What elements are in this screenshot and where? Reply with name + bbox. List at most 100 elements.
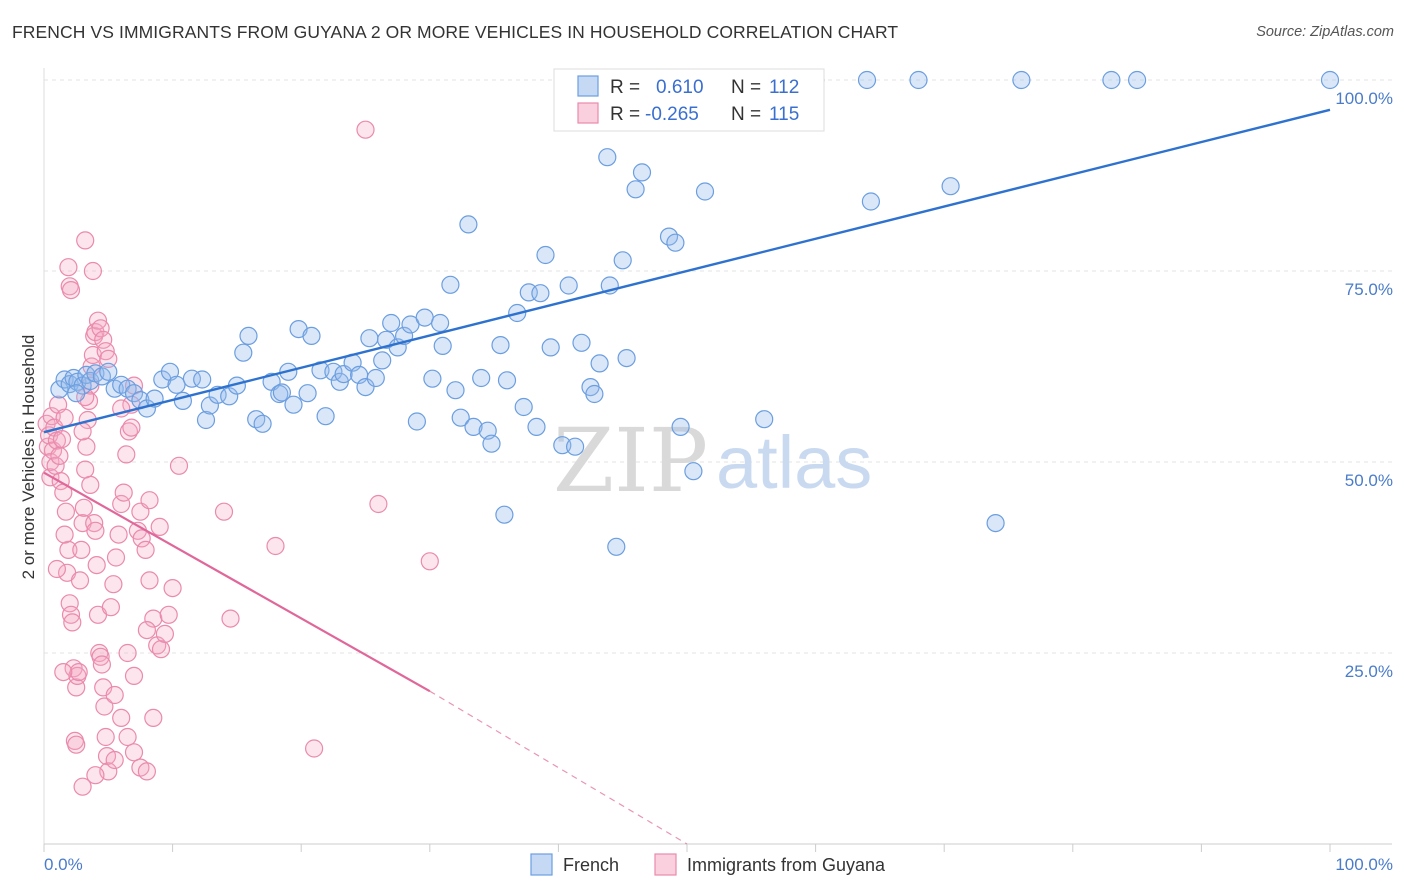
french-point-7 (67, 384, 86, 403)
french-point-67 (464, 417, 483, 436)
guyana-point-61 (95, 697, 114, 716)
guyana-point-89 (112, 708, 131, 728)
guyana-point-79 (144, 609, 163, 628)
guyana-point-65 (101, 598, 121, 617)
chart-title: FRENCH VS IMMIGRANTS FROM GUYANA 2 OR MO… (12, 22, 899, 42)
french-point-111 (1102, 70, 1121, 90)
guyana-point-16 (56, 502, 76, 521)
french-point-41 (302, 326, 321, 345)
legend-n-label-french: N = (731, 77, 761, 98)
source-label: Source: ZipAtlas.com (1256, 24, 1394, 40)
guyana-point-46 (91, 319, 110, 338)
guyana-point-101 (122, 418, 141, 437)
guyana-point-47 (94, 330, 113, 349)
french-point-0 (50, 380, 69, 399)
guyana-point-42 (61, 281, 81, 300)
french-point-36 (272, 383, 291, 402)
french-point-92 (617, 349, 636, 368)
french-point-103 (755, 410, 774, 429)
guyana-point-59 (92, 655, 112, 674)
guyana-point-77 (136, 540, 155, 560)
guyana-point-113 (47, 559, 67, 579)
guyana-point-96 (67, 735, 86, 754)
guyana-point-67 (106, 548, 126, 567)
bottom-legend-swatch-guyana (654, 853, 677, 876)
guyana-point-53 (85, 513, 104, 533)
series-french-points (50, 70, 1340, 556)
y-tick-100: 100.0% (1335, 89, 1393, 108)
guyana-point-87 (124, 666, 144, 686)
french-point-99 (671, 417, 690, 436)
bottom-legend-french: French (563, 855, 619, 875)
guyana-point-26 (69, 662, 88, 682)
x-tick-0: 0.0% (44, 855, 83, 874)
french-point-105 (857, 70, 877, 90)
guyana-point-97 (73, 777, 92, 796)
guyana-point-50 (73, 422, 92, 441)
french-point-113 (1320, 70, 1340, 90)
guyana-point-68 (109, 525, 128, 544)
french-point-54 (382, 313, 401, 333)
guyana-point-106 (214, 502, 234, 521)
guyana-point-93 (137, 762, 156, 781)
legend-r-value-french: 0.610 (656, 77, 704, 98)
french-point-94 (632, 163, 652, 182)
guyana-point-43 (76, 231, 95, 250)
french-point-59 (415, 308, 434, 327)
french-trend-line (43, 108, 1331, 434)
guyana-point-90 (118, 727, 137, 747)
guyana-point-105 (169, 456, 189, 475)
guyana-point-111 (369, 494, 388, 514)
french-point-40 (298, 384, 317, 403)
guyana-point-99 (105, 750, 124, 770)
guyana-point-55 (87, 555, 106, 575)
french-point-58 (407, 412, 426, 431)
french-point-101 (695, 182, 715, 201)
french-point-43 (316, 407, 335, 426)
guyana-point-51 (76, 388, 95, 407)
french-point-87 (590, 354, 609, 373)
french-point-93 (626, 180, 645, 199)
french-point-110 (1012, 70, 1031, 90)
french-point-100 (684, 462, 703, 481)
french-point-108 (941, 177, 960, 196)
guyana-point-78 (140, 571, 159, 590)
guyana-point-109 (305, 739, 324, 758)
legend-r-label-french: R = (610, 77, 640, 98)
guyana-point-28 (72, 540, 91, 560)
guyana-point-86 (118, 643, 137, 663)
guyana-trend-line-extrapolated (429, 690, 688, 845)
french-point-62 (433, 336, 452, 355)
french-point-61 (431, 313, 450, 333)
guyana-point-11 (50, 446, 69, 465)
guyana-point-19 (60, 594, 79, 613)
french-point-31 (239, 326, 258, 345)
guyana-point-95 (54, 662, 73, 682)
guyana-point-83 (159, 605, 178, 624)
y-axis-label: 2 or more Vehicles in Household (19, 335, 38, 580)
french-point-38 (284, 395, 303, 414)
french-point-66 (459, 215, 478, 234)
guyana-point-104 (150, 517, 169, 537)
french-point-78 (531, 284, 550, 303)
french-point-64 (446, 381, 465, 400)
guyana-point-62 (96, 727, 115, 747)
guyana-point-108 (266, 536, 285, 556)
french-point-86 (585, 384, 604, 404)
french-point-24 (193, 370, 212, 389)
french-point-90 (607, 537, 626, 556)
guyana-point-21 (63, 613, 82, 632)
french-point-88 (598, 148, 617, 167)
bottom-legend-swatch-french (530, 853, 553, 876)
french-point-19 (153, 370, 172, 389)
legend-r-value-guyana: -0.265 (645, 104, 699, 125)
series-guyana-points (37, 120, 439, 796)
french-point-23 (182, 369, 201, 388)
y-tick-25: 25.0% (1345, 662, 1393, 681)
french-point-51 (366, 368, 385, 388)
guyana-trend-line (43, 471, 431, 693)
legend-swatch-guyana (577, 102, 599, 124)
french-point-32 (247, 410, 266, 429)
french-point-91 (613, 251, 632, 270)
guyana-point-31 (76, 460, 95, 479)
